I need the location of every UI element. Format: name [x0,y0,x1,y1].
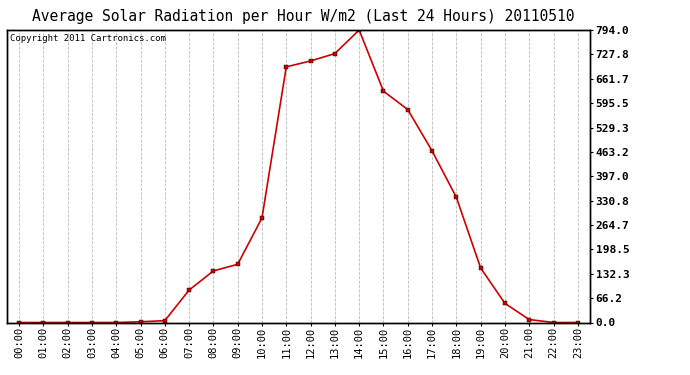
Text: Copyright 2011 Cartronics.com: Copyright 2011 Cartronics.com [10,34,166,44]
Text: Average Solar Radiation per Hour W/m2 (Last 24 Hours) 20110510: Average Solar Radiation per Hour W/m2 (L… [32,9,575,24]
